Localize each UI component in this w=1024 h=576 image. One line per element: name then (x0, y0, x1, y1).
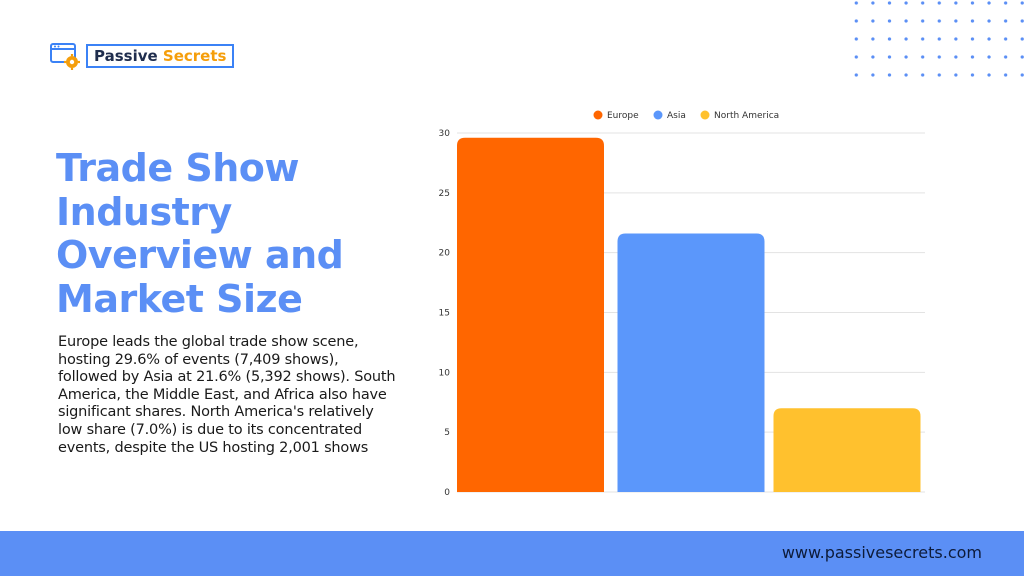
bar-asia (617, 233, 765, 492)
y-tick-label: 5 (444, 428, 450, 438)
brand-name: Passive Secrets (86, 44, 235, 68)
bar-chart: 0 5 10 15 20 25 30 Europe Asia North America (439, 110, 925, 498)
website-url: www.passivesecrets.com (781, 543, 982, 562)
y-tick-label: 20 (439, 249, 451, 259)
brand-word-2: Secrets (162, 47, 227, 65)
brand-word-1: Passive (94, 47, 158, 65)
bar-europe (457, 137, 604, 492)
description-text: Europe leads the global trade show scene… (58, 334, 396, 456)
legend-marker-asia (653, 110, 663, 120)
page-title: Trade Show Industry Overview and Market … (56, 146, 344, 321)
bar-north-america (773, 408, 921, 492)
legend-label: Asia (667, 111, 686, 121)
brand-logo: Passive Secrets (50, 42, 235, 70)
footer-bar: www.passivesecrets.com (0, 531, 1024, 576)
y-tick-label: 0 (444, 488, 450, 498)
y-tick-label: 15 (439, 309, 450, 319)
y-tick-label: 25 (439, 189, 450, 199)
legend-marker-north-america (700, 110, 710, 120)
legend-label: Europe (607, 111, 639, 121)
legend-marker-europe (593, 110, 603, 120)
y-tick-label: 10 (439, 368, 451, 378)
decorative-dot-grid (848, 0, 1024, 80)
legend-label: North America (714, 111, 779, 121)
browser-gear-icon (50, 43, 80, 70)
y-tick-label: 30 (439, 129, 451, 139)
